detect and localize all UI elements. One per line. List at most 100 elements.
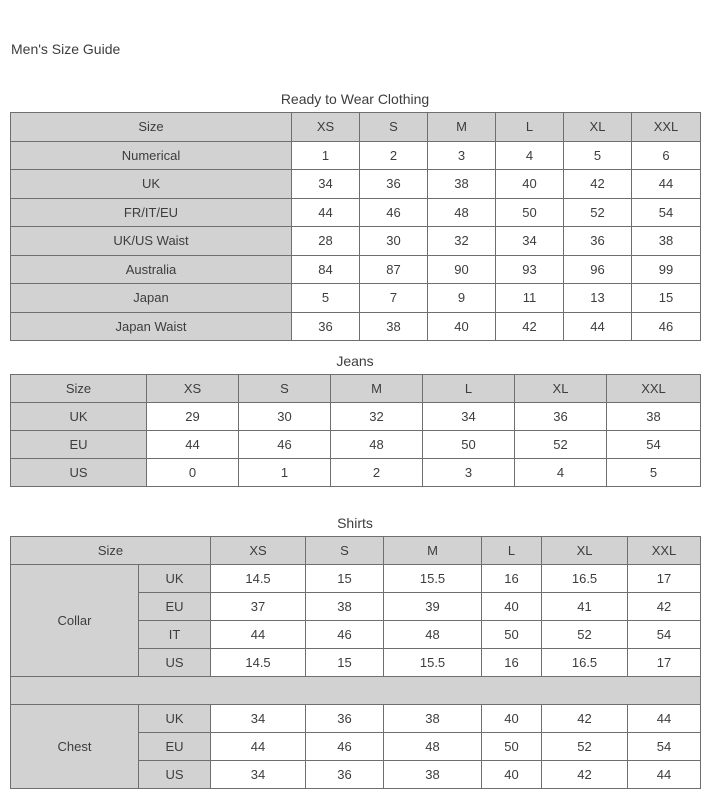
cell-value: 42: [627, 592, 702, 621]
column-header-xs: XS: [146, 374, 239, 403]
section-shirts: Shirts Size XS S M L XL XXL Collar UK 14.5 15 15.5 1…: [9, 514, 702, 789]
column-header-m: M: [427, 112, 496, 142]
cell-value: 40: [481, 592, 543, 621]
cell-value: 4: [495, 140, 564, 170]
column-header-size: Size: [10, 112, 292, 142]
cell-value: 50: [481, 620, 543, 649]
row-label: FR/IT/EU: [10, 197, 292, 227]
cell-value: 90: [427, 254, 496, 284]
row-label: Numerical: [10, 140, 292, 170]
table-row: EU 44 46 48 50 52 54: [10, 430, 701, 459]
cell-value: 38: [606, 402, 701, 431]
cell-value: 29: [146, 402, 239, 431]
row-label: EU: [137, 592, 212, 621]
cell-value: 9: [427, 283, 496, 313]
cell-value: 44: [146, 430, 239, 459]
cell-value: 48: [383, 732, 483, 761]
column-header-m: M: [383, 536, 483, 565]
column-header-xs: XS: [291, 112, 360, 142]
cell-value: 38: [383, 704, 483, 733]
group-label-chest: Chest: [10, 704, 139, 789]
cell-value: 34: [210, 760, 307, 789]
cell-value: 48: [330, 430, 423, 459]
cell-value: 42: [563, 169, 632, 199]
cell-value: 46: [631, 311, 701, 341]
column-header-xl: XL: [514, 374, 607, 403]
spacer-row: [9, 676, 702, 705]
cell-value: 34: [210, 704, 307, 733]
table-row: Numerical 1 2 3 4 5 6: [10, 140, 701, 170]
table-row: Collar UK 14.5 15 15.5 16 16.5 17: [10, 564, 702, 677]
table-row: UK 34 36 38 40 42 44: [10, 169, 701, 199]
row-label: UK/US Waist: [10, 226, 292, 256]
table-header-row: Size XS S M L XL XXL: [10, 374, 701, 403]
cell-value: 48: [427, 197, 496, 227]
cell-value: 1: [291, 140, 360, 170]
cell-value: 15: [305, 564, 385, 593]
cell-value: 54: [627, 620, 702, 649]
cell-value: 37: [210, 592, 307, 621]
cell-value: 3: [422, 458, 515, 487]
page-title: Men's Size Guide: [11, 41, 121, 57]
cell-value: 52: [541, 732, 629, 761]
table-row: Japan Waist 36 38 40 42 44 46: [10, 311, 701, 341]
column-header-xs: XS: [210, 536, 307, 565]
cell-value: 1: [238, 458, 331, 487]
column-header-xl: XL: [541, 536, 629, 565]
cell-value: 32: [427, 226, 496, 256]
cell-value: 40: [481, 704, 543, 733]
row-label: UK: [10, 402, 147, 431]
table-row: UK/US Waist 28 30 32 34 36 38: [10, 226, 701, 256]
cell-value: 14.5: [210, 564, 307, 593]
cell-value: 52: [514, 430, 607, 459]
cell-value: 44: [210, 620, 307, 649]
cell-value: 15.5: [383, 648, 483, 677]
cell-value: 36: [305, 760, 385, 789]
cell-value: 48: [383, 620, 483, 649]
cell-value: 16: [481, 648, 543, 677]
cell-value: 13: [563, 283, 632, 313]
table-header-row: Size XS S M L XL XXL: [9, 536, 702, 565]
table-jeans: Size XS S M L XL XXL UK 29 30 32 34 36 38 EU 44 46 48 50 52…: [10, 374, 701, 487]
cell-value: 2: [330, 458, 423, 487]
cell-value: 46: [238, 430, 331, 459]
table-row: EU 37 38 39 40 41 42: [11, 592, 702, 621]
column-header-xxl: XXL: [606, 374, 701, 403]
cell-value: 44: [631, 169, 701, 199]
cell-value: 96: [563, 254, 632, 284]
cell-value: 46: [305, 732, 385, 761]
cell-value: 38: [359, 311, 428, 341]
cell-value: 0: [146, 458, 239, 487]
cell-value: 44: [210, 732, 307, 761]
cell-value: 28: [291, 226, 360, 256]
row-label: UK: [10, 169, 292, 199]
column-header-m: M: [330, 374, 423, 403]
cell-value: 16: [481, 564, 543, 593]
row-label: IT: [137, 620, 212, 649]
cell-value: 87: [359, 254, 428, 284]
row-label: Australia: [10, 254, 292, 284]
row-label: EU: [137, 732, 212, 761]
table-title-ready-to-wear: Ready to Wear Clothing: [280, 91, 430, 107]
table-header-row: Size XS S M L XL XXL: [10, 112, 701, 142]
cell-value: 34: [422, 402, 515, 431]
column-header-l: L: [481, 536, 543, 565]
cell-value: 54: [627, 732, 702, 761]
column-header-l: L: [495, 112, 564, 142]
table-title-jeans: Jeans: [336, 353, 374, 369]
cell-value: 54: [606, 430, 701, 459]
cell-value: 41: [541, 592, 629, 621]
table-row: EU 44 46 48 50 52 54: [11, 732, 702, 761]
cell-value: 7: [359, 283, 428, 313]
table-row: UK 29 30 32 34 36 38: [10, 402, 701, 431]
cell-value: 40: [427, 311, 496, 341]
cell-value: 54: [631, 197, 701, 227]
row-label: US: [137, 760, 212, 789]
cell-value: 42: [541, 760, 629, 789]
column-header-l: L: [422, 374, 515, 403]
column-header-s: S: [238, 374, 331, 403]
row-label: Japan Waist: [10, 311, 292, 341]
cell-value: 99: [631, 254, 701, 284]
cell-value: 15: [631, 283, 701, 313]
row-label: UK: [137, 704, 212, 733]
